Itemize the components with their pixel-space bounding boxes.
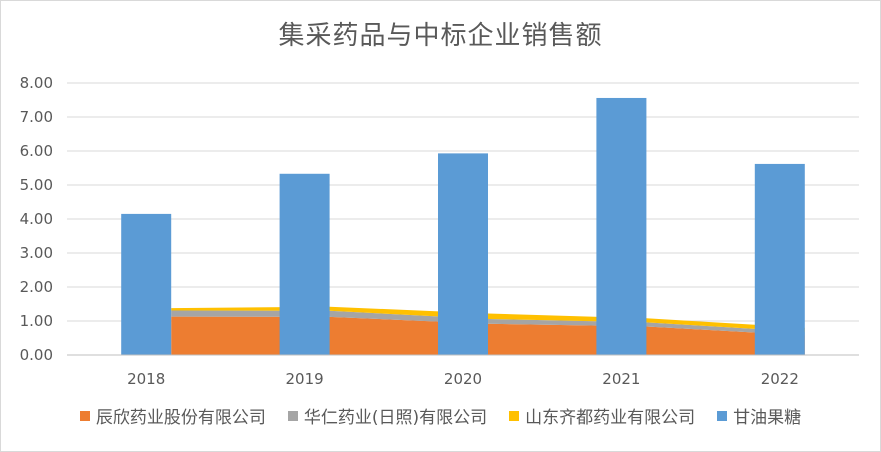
legend-label: 甘油果糖 [733, 408, 802, 428]
legend-swatch [509, 410, 520, 421]
x-tick-label: 2018 [127, 370, 165, 388]
y-tick-label: 4.00 [20, 210, 53, 228]
bar-2018 [121, 213, 172, 355]
legend-label: 辰欣药业股份有限公司 [95, 408, 266, 428]
legend-item: 辰欣药业股份有限公司 [79, 403, 266, 428]
legend-swatch [717, 410, 728, 421]
y-tick-label: 2.00 [20, 278, 53, 296]
bar-2021 [596, 97, 647, 356]
y-tick-label: 6.00 [20, 142, 53, 160]
legend-item: 山东齐都药业有限公司 [509, 403, 695, 428]
chart-legend: 辰欣药业股份有限公司 华仁药业(日照)有限公司 山东齐都药业有限公司 甘油果糖 [1, 403, 880, 428]
x-tick-label: 2022 [761, 370, 799, 388]
legend-swatch [287, 410, 298, 421]
x-tick-label: 2019 [286, 370, 324, 388]
bar-2019 [279, 173, 330, 355]
x-tick-label: 2021 [602, 370, 640, 388]
chart-title: 集采药品与中标企业销售额 [278, 21, 603, 51]
x-tick-label: 2020 [444, 370, 482, 388]
bar-2022 [754, 163, 805, 355]
legend-label: 华仁药业(日照)有限公司 [303, 408, 488, 428]
y-tick-label: 5.00 [20, 176, 53, 194]
area-series-2 [171, 306, 805, 332]
legend-swatch [79, 410, 90, 421]
legend-item: 华仁药业(日照)有限公司 [287, 403, 488, 428]
y-tick-label: 1.00 [20, 312, 53, 330]
legend-label: 山东齐都药业有限公司 [525, 408, 696, 428]
y-tick-label: 0.00 [20, 346, 53, 364]
bar-2020 [438, 153, 488, 355]
chart-plot: 0.00 1.00 2.00 3.00 4.00 5.00 6.00 7.00 8.00 2018… [20, 74, 859, 388]
legend-item: 甘油果糖 [717, 403, 801, 428]
y-tick-label: 7.00 [20, 108, 53, 126]
y-tick-label: 8.00 [20, 74, 53, 92]
y-tick-label: 3.00 [20, 244, 53, 262]
